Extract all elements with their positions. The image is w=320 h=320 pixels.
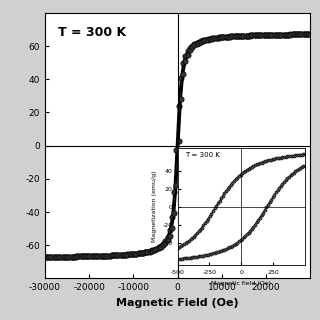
Text: T = 300 K: T = 300 K xyxy=(58,26,126,39)
X-axis label: Magnetic Field (Oe): Magnetic Field (Oe) xyxy=(116,298,239,308)
